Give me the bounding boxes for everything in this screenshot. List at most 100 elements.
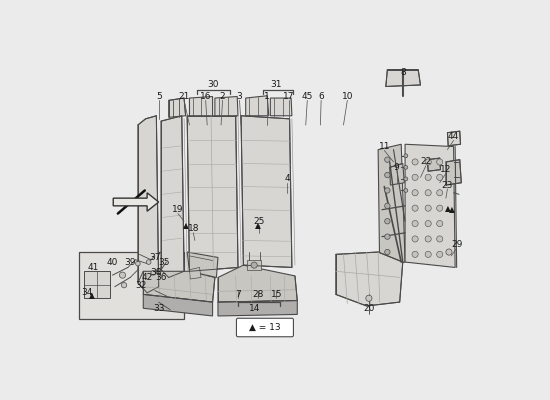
Text: 44: 44 <box>448 132 459 141</box>
Circle shape <box>412 190 418 196</box>
Text: 40: 40 <box>107 258 118 266</box>
Circle shape <box>384 188 390 193</box>
Polygon shape <box>143 294 212 316</box>
Circle shape <box>384 157 390 162</box>
Text: 28: 28 <box>252 290 263 299</box>
Text: 31: 31 <box>270 80 282 90</box>
Circle shape <box>384 203 390 208</box>
Text: ▲: ▲ <box>444 204 450 213</box>
Circle shape <box>412 159 418 165</box>
Polygon shape <box>246 96 269 116</box>
Circle shape <box>151 270 156 275</box>
Text: 20: 20 <box>363 304 375 313</box>
Circle shape <box>404 154 408 158</box>
Circle shape <box>122 282 126 288</box>
Text: 17: 17 <box>283 92 295 101</box>
Circle shape <box>425 159 431 165</box>
Polygon shape <box>189 96 212 116</box>
Polygon shape <box>218 265 297 302</box>
Circle shape <box>384 218 390 224</box>
Polygon shape <box>336 252 403 306</box>
Text: 22: 22 <box>420 158 432 166</box>
Text: 42: 42 <box>141 273 153 282</box>
Text: 39: 39 <box>124 258 136 266</box>
Text: 2: 2 <box>220 92 225 101</box>
Polygon shape <box>161 116 184 278</box>
FancyBboxPatch shape <box>236 318 294 337</box>
Text: ▲: ▲ <box>255 221 261 230</box>
Text: 35: 35 <box>158 258 170 266</box>
Text: 29: 29 <box>451 240 463 249</box>
Text: 6: 6 <box>318 92 324 101</box>
Text: 45: 45 <box>301 92 313 101</box>
Circle shape <box>384 172 390 178</box>
Text: 38: 38 <box>151 268 162 277</box>
Polygon shape <box>187 252 218 278</box>
Circle shape <box>366 295 372 301</box>
Text: 10: 10 <box>342 92 353 101</box>
Text: 4: 4 <box>284 174 290 183</box>
Polygon shape <box>446 160 461 185</box>
Circle shape <box>412 174 418 180</box>
Text: ▲ = 13: ▲ = 13 <box>249 323 280 332</box>
Circle shape <box>437 236 443 242</box>
Polygon shape <box>378 144 405 268</box>
Circle shape <box>437 190 443 196</box>
Circle shape <box>437 159 443 165</box>
Text: 23: 23 <box>442 180 453 190</box>
Polygon shape <box>187 116 238 271</box>
Text: •: • <box>89 292 94 300</box>
Circle shape <box>437 205 443 211</box>
Polygon shape <box>169 98 186 117</box>
Text: 15: 15 <box>271 290 282 299</box>
Circle shape <box>119 272 125 278</box>
Text: 18: 18 <box>188 224 199 234</box>
Polygon shape <box>386 70 421 86</box>
Circle shape <box>404 177 408 181</box>
Text: 25: 25 <box>253 217 265 226</box>
Polygon shape <box>218 300 297 316</box>
Circle shape <box>251 262 257 268</box>
Text: 33: 33 <box>153 304 164 313</box>
Circle shape <box>437 251 443 258</box>
Circle shape <box>425 190 431 196</box>
Polygon shape <box>427 158 441 171</box>
Circle shape <box>425 174 431 180</box>
Text: 30: 30 <box>207 80 218 90</box>
Polygon shape <box>215 96 238 116</box>
Text: 7: 7 <box>235 290 241 299</box>
Text: 32: 32 <box>135 281 147 290</box>
Circle shape <box>425 205 431 211</box>
Circle shape <box>412 205 418 211</box>
Text: 3: 3 <box>236 92 243 101</box>
Polygon shape <box>248 260 261 270</box>
Circle shape <box>437 174 443 180</box>
Circle shape <box>437 220 443 227</box>
Text: 36: 36 <box>155 273 167 282</box>
Text: 1: 1 <box>265 92 270 101</box>
Text: 8: 8 <box>400 68 406 77</box>
Bar <box>79 252 184 319</box>
Text: 5: 5 <box>157 92 162 101</box>
Circle shape <box>425 220 431 227</box>
Circle shape <box>404 166 408 169</box>
Text: 11: 11 <box>378 142 390 151</box>
Circle shape <box>446 249 452 255</box>
Circle shape <box>412 236 418 242</box>
Circle shape <box>384 234 390 239</box>
Circle shape <box>135 261 140 266</box>
Polygon shape <box>405 144 455 268</box>
Circle shape <box>425 251 431 258</box>
Text: ▲: ▲ <box>89 292 95 300</box>
Polygon shape <box>138 116 159 293</box>
Text: 16: 16 <box>200 92 211 101</box>
Polygon shape <box>271 98 292 116</box>
Text: 12: 12 <box>440 165 452 174</box>
Polygon shape <box>189 268 201 279</box>
Polygon shape <box>448 131 460 146</box>
Polygon shape <box>84 271 110 298</box>
Text: 19: 19 <box>172 205 184 214</box>
Text: 9: 9 <box>394 163 399 172</box>
Circle shape <box>384 249 390 255</box>
Polygon shape <box>241 116 292 268</box>
